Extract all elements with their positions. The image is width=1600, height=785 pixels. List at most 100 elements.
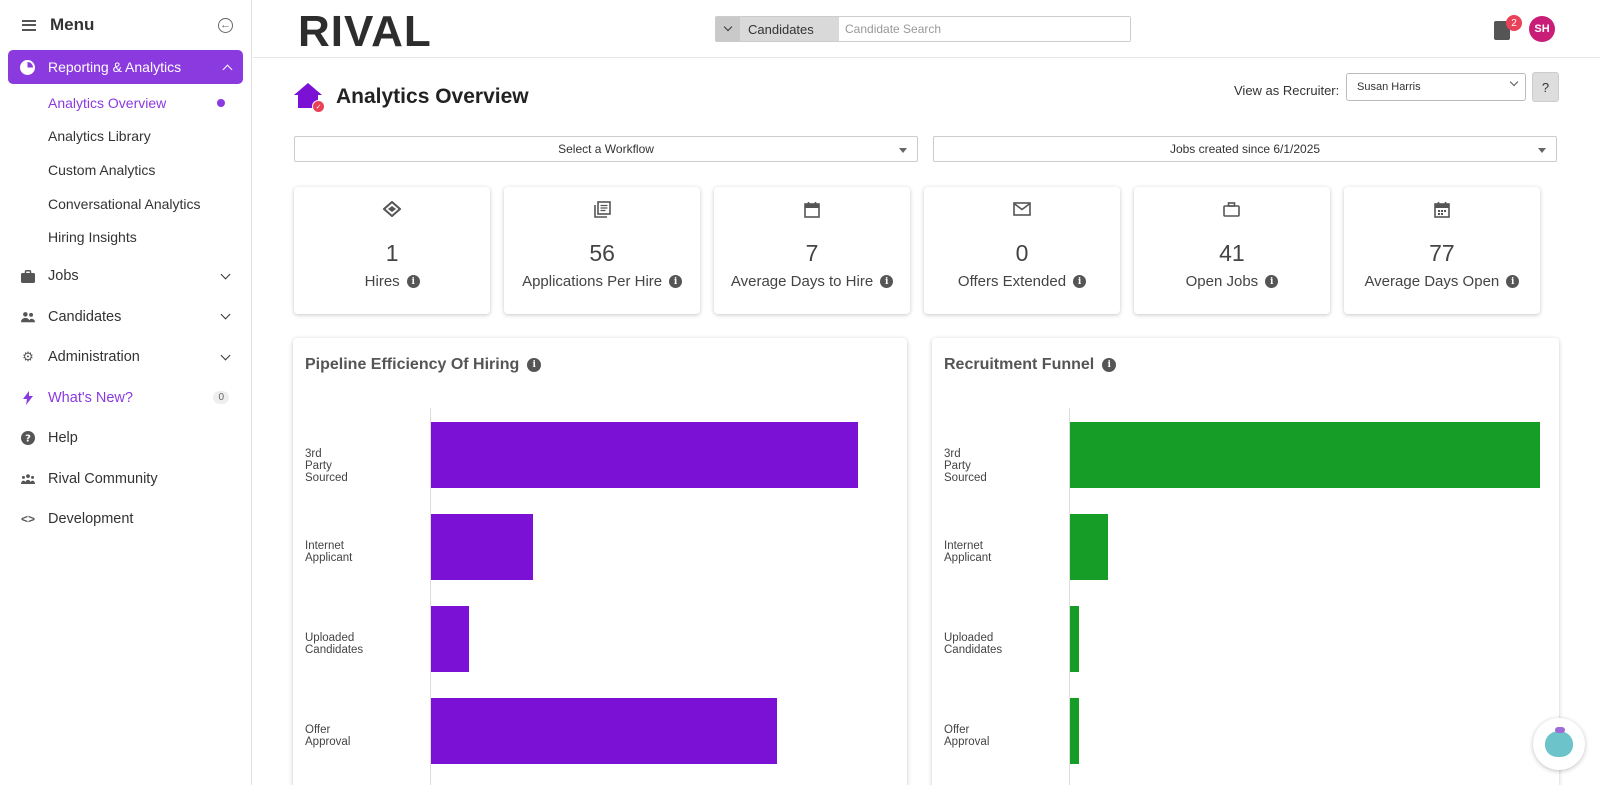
menu-title: Menu [50,15,95,34]
sidebar-item-rival-community[interactable]: Rival Community [0,458,251,499]
briefcase-icon [21,269,35,283]
whats-new-badge: 0 [213,391,229,405]
chart-bar[interactable] [1070,422,1540,488]
hamburger-icon[interactable] [22,19,36,31]
recruiter-select[interactable]: Susan Harris [1346,73,1526,101]
sidebar-item-candidates[interactable]: Candidates [0,296,251,337]
subnav-label: Conversational Analytics [48,195,201,212]
check-badge-icon: ✓ [312,100,325,113]
info-icon[interactable]: i [1073,275,1087,288]
sidebar-item-administration[interactable]: ⚙ Administration [0,337,251,378]
chart-category-label: 3rd Party Sourced [305,448,348,484]
menu-header: Menu ← [0,0,251,50]
date-range-select[interactable]: Jobs created since 6/1/2025 [933,136,1557,162]
kpi-card-hires[interactable]: 1 Hires i [294,187,491,314]
subnav-label: Analytics Library [48,128,151,145]
calendar-grid-icon [1433,200,1451,218]
chart-bar[interactable] [431,698,777,764]
kpi-label: Hires [364,273,400,290]
kpi-card-average-days-open[interactable]: 77 Average Days Open i [1343,187,1541,314]
envelope-icon [1013,200,1031,218]
view-as-recruiter-label: View as Recruiter: [1234,83,1340,98]
nav-reporting-analytics[interactable]: Reporting & Analytics [8,50,243,84]
sidebar-item-label: Help [48,430,78,447]
sidebar-item-label: Jobs [48,268,79,285]
chart-category-label: Internet Applicant [944,540,992,564]
info-icon[interactable]: i [527,358,542,372]
search-category-label[interactable]: Candidates [740,17,839,41]
recruitment-funnel-title: Recruitment Funnel [944,356,1095,373]
notification-count-badge: 2 [1506,15,1522,31]
chart-category-label: 3rd Party Sourced [944,448,987,484]
main-content: ✓ Analytics Overview View as Recruiter: … [253,59,1600,785]
kpi-value: 56 [589,240,615,266]
kpi-card-applications-per-hire[interactable]: 56 Applications Per Hire i [503,187,701,314]
subnav-item-hiring-insights[interactable]: Hiring Insights [0,220,251,254]
chevron-down-icon [220,309,231,320]
subnav-item-conversational-analytics[interactable]: Conversational Analytics [0,187,251,221]
kpi-card-open-jobs[interactable]: 41 Open Jobs i [1133,187,1331,314]
caret-down-icon [899,148,907,153]
sidebar-item-whats-new[interactable]: What's New? 0 [0,377,251,418]
sidebar-item-jobs[interactable]: Jobs [0,256,251,297]
chart-bar[interactable] [1070,606,1079,672]
sidebar-item-label: Candidates [48,308,122,325]
documents-icon [593,200,611,218]
help-button[interactable]: ? [1532,72,1559,102]
chevron-down-icon [1509,77,1519,87]
workflow-select[interactable]: Select a Workflow [294,136,918,162]
subnav-label: Hiring Insights [48,229,137,246]
info-icon[interactable]: i [669,275,683,288]
pipeline-efficiency-panel: Pipeline Efficiency Of Hiring i 3rd Part… [293,338,907,785]
sidebar-item-development[interactable]: <> Development [0,499,251,540]
recruiter-select-value: Susan Harris [1357,81,1421,93]
kpi-card-average-days-to-hire[interactable]: 7 Average Days to Hire i [713,187,911,314]
chart-bar[interactable] [431,606,469,672]
subnav-label: Analytics Overview [48,94,167,111]
assistant-mascot-icon [1545,727,1573,757]
sidebar-item-help[interactable]: ? Help [0,418,251,459]
chevron-down-icon [723,22,733,32]
info-icon[interactable]: i [1265,275,1279,288]
info-icon[interactable]: i [406,275,420,288]
page-title: Analytics Overview [336,85,529,108]
subnav-item-analytics-library[interactable]: Analytics Library [0,120,251,154]
kpi-value: 1 [385,240,399,266]
chevron-up-icon [222,64,233,74]
candidate-search-input[interactable] [839,17,1130,41]
chart-bar[interactable] [1070,698,1079,764]
chart-bar[interactable] [1070,514,1108,580]
subnav-item-custom-analytics[interactable]: Custom Analytics [0,153,251,187]
workflow-select-value: Select a Workflow [558,142,654,156]
info-icon[interactable]: i [1102,358,1117,372]
info-icon[interactable]: i [1506,275,1520,288]
kpi-label: Average Days Open [1364,273,1500,290]
current-indicator-dot [217,98,225,107]
chart-bar[interactable] [431,514,533,580]
help-icon: ? [21,431,35,446]
chart-axis-line [1069,408,1070,785]
chart-bar[interactable] [431,422,858,488]
subnav-item-analytics-overview[interactable]: Analytics Overview [0,86,251,120]
chevron-down-icon [220,350,231,361]
chart-axis-line [430,408,431,785]
code-icon: <> [21,512,36,527]
kpi-value: 41 [1219,240,1245,266]
kpi-card-offers-extended[interactable]: 0 Offers Extended i [923,187,1121,314]
nav-reporting-analytics-label: Reporting & Analytics [48,59,182,75]
sidebar: Menu ← Reporting & Analytics Analytics O… [0,0,252,785]
collapse-sidebar-icon[interactable]: ← [218,17,233,33]
rival-logo[interactable]: RIVAL [298,7,432,56]
info-icon[interactable]: i [880,275,894,288]
user-avatar[interactable]: SH [1529,16,1555,42]
search-category-dropdown[interactable] [716,17,740,41]
home-icon: ✓ [294,83,325,113]
sidebar-item-label: Rival Community [48,470,158,487]
handshake-icon [383,200,402,218]
kpi-label: Applications Per Hire [522,273,663,290]
chat-assistant-button[interactable] [1533,718,1585,770]
chart-category-label: Offer Approval [305,724,351,748]
sidebar-item-label: Administration [48,349,140,366]
subnav: Analytics Overview Analytics Library Cus… [0,84,251,254]
top-header: RIVAL Candidates 2 SH [253,0,1600,58]
